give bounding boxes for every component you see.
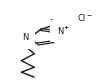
Text: +: + bbox=[63, 25, 68, 30]
Text: −: − bbox=[87, 12, 92, 17]
Text: Cl: Cl bbox=[77, 14, 85, 23]
Text: N: N bbox=[22, 33, 28, 42]
Text: N: N bbox=[57, 27, 63, 36]
